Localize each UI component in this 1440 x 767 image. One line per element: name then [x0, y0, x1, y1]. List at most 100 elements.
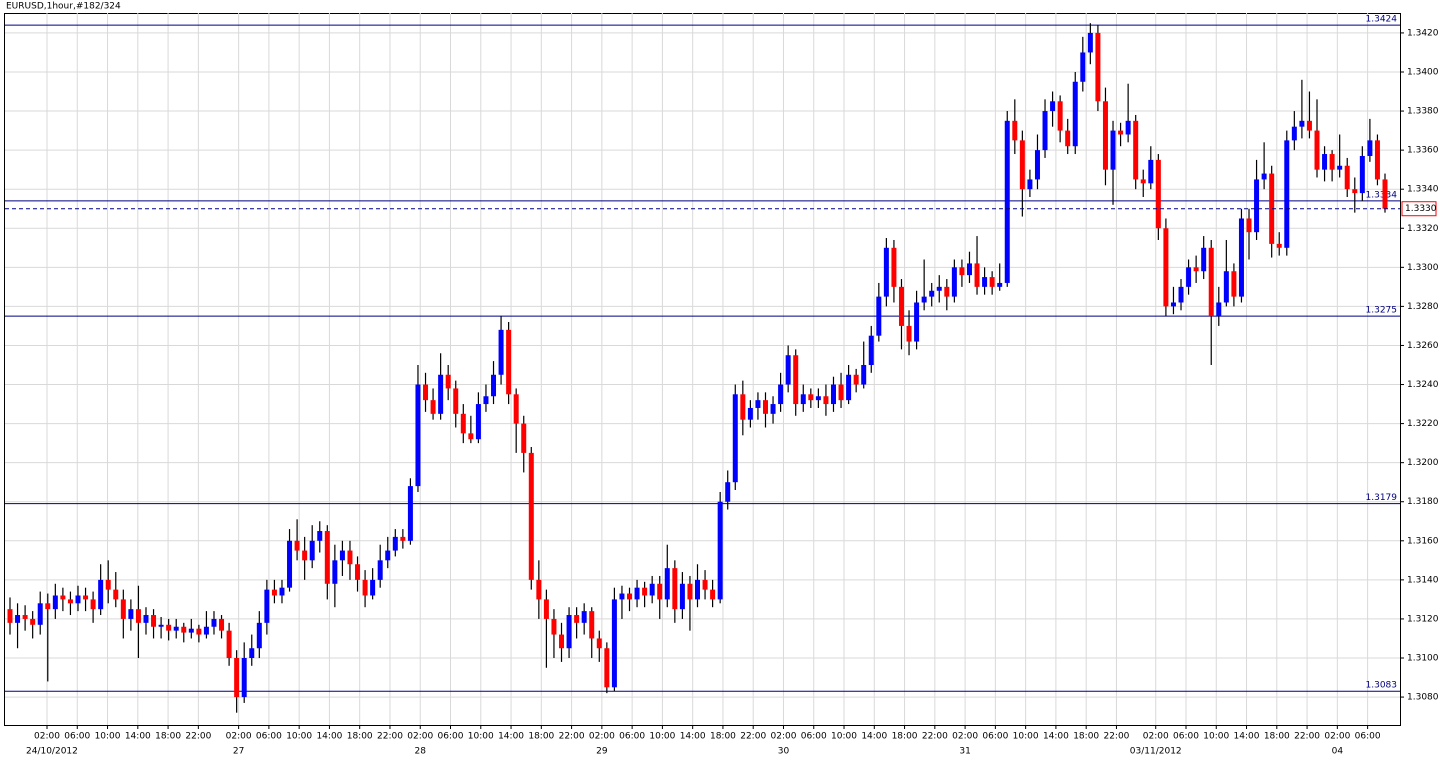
- candle-body: [528, 452, 534, 580]
- candle-body: [158, 624, 164, 627]
- candle-body: [1382, 179, 1388, 209]
- candle-body: [1027, 179, 1033, 190]
- candle-body: [702, 579, 708, 590]
- candle-body: [1284, 140, 1290, 248]
- candle-body: [1291, 126, 1297, 141]
- candle-body: [1072, 81, 1078, 147]
- candle-body: [1125, 120, 1131, 135]
- y-tick-label: 1.3300: [1407, 263, 1439, 273]
- y-tick-label: 1.3220: [1407, 419, 1439, 429]
- candle-body: [1042, 111, 1048, 151]
- candle-body: [830, 384, 836, 405]
- x-tick-label: 02:00: [771, 732, 797, 742]
- candle-body: [219, 618, 225, 631]
- x-tick-label: 14:00: [125, 732, 151, 742]
- candle-body: [1133, 120, 1139, 180]
- current-price-label: 1.3330: [1405, 204, 1437, 214]
- date-label: 04: [1332, 747, 1344, 757]
- candle-body: [1193, 267, 1199, 272]
- x-tick-label: 22:00: [185, 732, 211, 742]
- candle-body: [279, 587, 285, 596]
- candle-body: [687, 583, 693, 600]
- candle-body: [468, 433, 474, 440]
- chart-title: EURUSD,1hour,#182/324: [6, 2, 121, 12]
- candle-body: [173, 626, 179, 631]
- candle-body: [98, 579, 104, 610]
- candle-body: [226, 630, 232, 658]
- y-tick-label: 1.3200: [1407, 458, 1439, 468]
- candle-body: [710, 589, 716, 600]
- x-tick-label: 06:00: [256, 732, 282, 742]
- candle-body: [762, 400, 768, 414]
- x-tick-label: 10:00: [1013, 732, 1039, 742]
- candle-body: [732, 394, 738, 483]
- candle-body: [1322, 154, 1328, 170]
- y-tick-label: 1.3280: [1407, 302, 1439, 312]
- candle-body: [1178, 286, 1184, 303]
- candle-body: [22, 615, 28, 619]
- candle-body: [944, 286, 950, 297]
- candle-body: [1102, 101, 1108, 170]
- candle-body: [1352, 189, 1358, 194]
- x-tick-label: 02:00: [1324, 732, 1350, 742]
- y-tick-label: 1.3380: [1407, 107, 1439, 117]
- x-tick-label: 22:00: [1294, 732, 1320, 742]
- candle-body: [234, 657, 240, 698]
- candle-body: [551, 618, 557, 635]
- candle-body: [1359, 155, 1365, 194]
- candle-body: [596, 638, 602, 649]
- y-tick-label: 1.3180: [1407, 497, 1439, 507]
- candle-body: [536, 579, 542, 600]
- candle-body: [453, 388, 459, 414]
- candle-body: [181, 626, 187, 633]
- candle-body: [37, 603, 43, 625]
- candle-body: [385, 550, 391, 561]
- candle-body: [959, 267, 965, 276]
- x-tick-label: 10:00: [468, 732, 494, 742]
- x-tick-label: 02:00: [34, 732, 60, 742]
- candle-body: [1095, 32, 1101, 102]
- candle-body: [1110, 130, 1116, 170]
- date-label: 24/10/2012: [26, 747, 78, 757]
- candle-body: [45, 603, 51, 610]
- candle-body: [1246, 218, 1252, 233]
- x-tick-label: 14:00: [861, 732, 887, 742]
- candle-body: [914, 302, 920, 342]
- candle-body: [793, 355, 799, 405]
- candle-body: [460, 413, 466, 434]
- candle-body: [664, 568, 670, 600]
- y-tick-label: 1.3260: [1407, 341, 1439, 351]
- candle-body: [695, 579, 700, 600]
- candle-body: [120, 599, 126, 619]
- date-label: 30: [778, 747, 790, 757]
- candle-body: [846, 374, 852, 401]
- candle-body: [1223, 271, 1229, 303]
- candle-body: [1140, 179, 1146, 184]
- x-tick-label: 18:00: [710, 732, 736, 742]
- candle-body: [778, 384, 784, 405]
- x-tick-label: 14:00: [1234, 732, 1260, 742]
- candle-body: [370, 579, 376, 596]
- x-tick-label: 22:00: [559, 732, 585, 742]
- candle-body: [808, 394, 814, 401]
- candle-body: [75, 595, 81, 604]
- candle-body: [1269, 173, 1275, 244]
- candle-body: [1337, 165, 1343, 170]
- candle-body: [256, 622, 262, 649]
- date-label: 27: [233, 747, 244, 757]
- candle-body: [491, 374, 497, 397]
- candle-body: [392, 536, 398, 551]
- date-label: 28: [415, 747, 427, 757]
- x-tick-label: 06:00: [619, 732, 645, 742]
- y-tick-label: 1.3120: [1407, 614, 1439, 624]
- date-label: 31: [959, 747, 970, 757]
- y-tick-label: 1.3400: [1407, 67, 1439, 77]
- x-tick-label: 18:00: [1264, 732, 1290, 742]
- candle-body: [642, 587, 648, 596]
- candle-body: [679, 583, 685, 610]
- candle-body: [30, 618, 36, 625]
- candle-body: [974, 263, 980, 287]
- candle-body: [302, 550, 308, 561]
- candle-body: [1367, 140, 1373, 156]
